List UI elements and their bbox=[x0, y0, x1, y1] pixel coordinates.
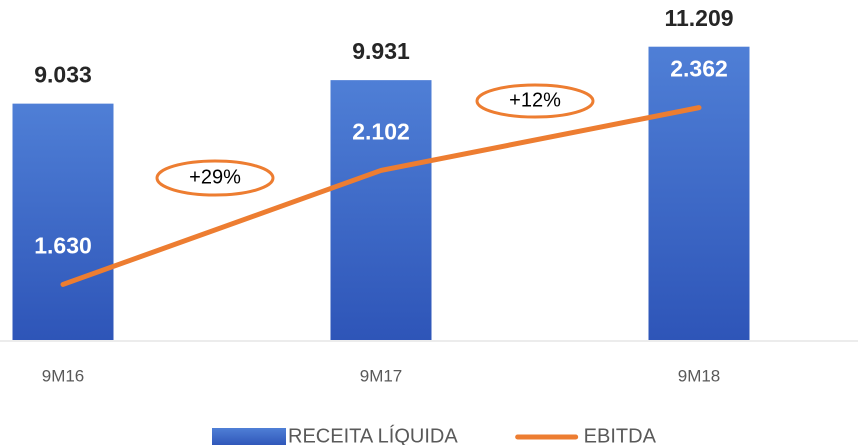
annotation-ellipse bbox=[475, 83, 595, 119]
annotation: +12% bbox=[509, 89, 561, 111]
line-value-label: 2.102 bbox=[352, 119, 410, 145]
annotation: +29% bbox=[189, 166, 241, 188]
bar-value-label: 11.209 bbox=[664, 5, 733, 31]
bar-value-label: 9.931 bbox=[352, 38, 410, 64]
bar bbox=[12, 103, 114, 340]
annotation-ellipse bbox=[155, 159, 275, 197]
legend-label: RECEITA LÍQUIDA bbox=[288, 424, 458, 445]
line bbox=[60, 105, 702, 287]
line-value-label: 1.630 bbox=[34, 233, 92, 259]
legend-label: EBITDA bbox=[584, 425, 657, 445]
bar-value-label: 9.033 bbox=[34, 62, 92, 88]
x-tick-label: 9M17 bbox=[360, 366, 403, 385]
line-value-label: 2.362 bbox=[670, 56, 728, 82]
legend-swatch bbox=[212, 428, 286, 445]
bar bbox=[648, 46, 750, 340]
x-tick-label: 9M16 bbox=[42, 366, 85, 385]
x-tick-label: 9M18 bbox=[678, 366, 721, 385]
bar bbox=[330, 80, 432, 341]
